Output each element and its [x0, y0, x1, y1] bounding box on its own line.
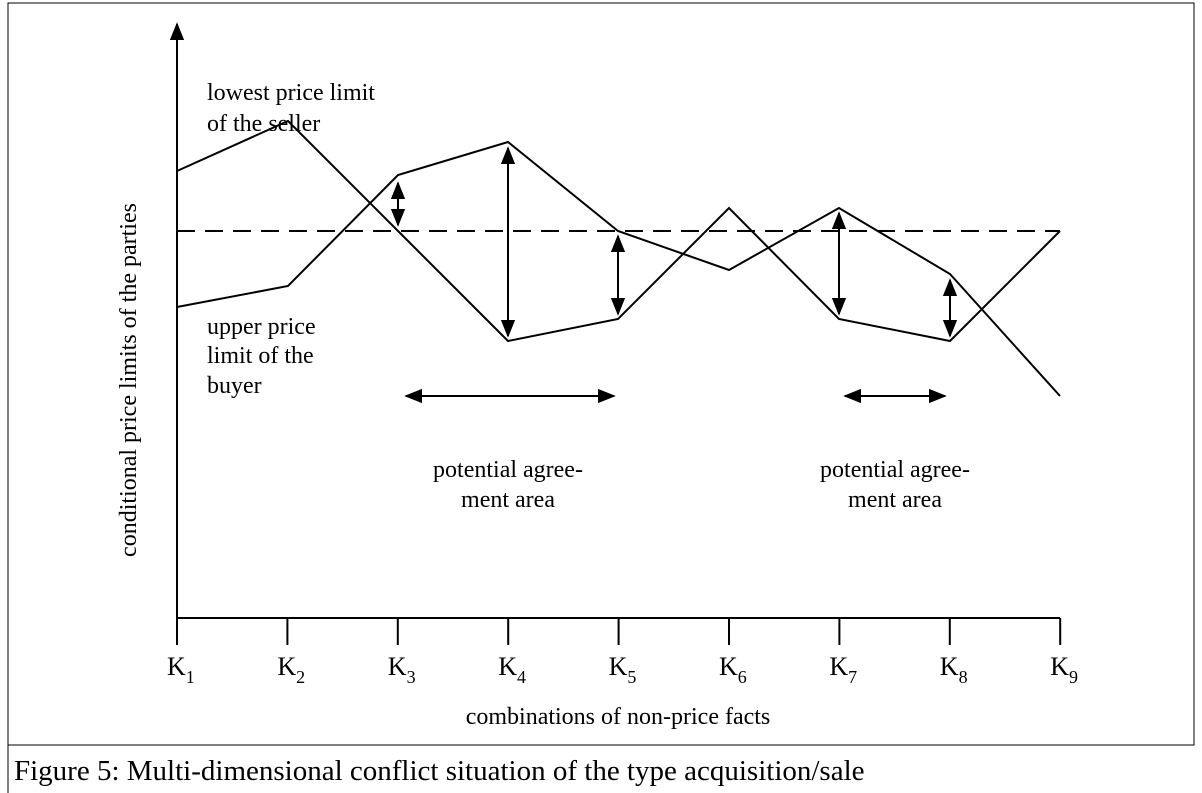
- tick-label: K6: [719, 652, 747, 687]
- tick-base: K: [1050, 652, 1069, 681]
- frame: [7, 2, 1195, 793]
- tick-base: K: [388, 652, 407, 681]
- y-axis-label: conditional price limits of the parties: [116, 203, 142, 557]
- tick-sub: 4: [517, 667, 526, 687]
- tick-label: K9: [1050, 652, 1078, 687]
- tick-label: K7: [829, 652, 857, 687]
- tick-sub: 3: [407, 667, 416, 687]
- tick-sub: 1: [186, 667, 195, 687]
- tick-sub: 9: [1069, 667, 1078, 687]
- x-axis-label: combinations of non-price facts: [466, 704, 771, 730]
- tick-label: K8: [940, 652, 968, 687]
- tick-label: K3: [388, 652, 416, 687]
- buyer-line: [176, 140, 1061, 397]
- tick-sub: 5: [627, 667, 636, 687]
- tick-label: K1: [167, 652, 195, 687]
- tick-base: K: [940, 652, 959, 681]
- tick-base: K: [167, 652, 186, 681]
- vertical-arrows: [390, 146, 958, 338]
- tick-label: K2: [277, 652, 305, 687]
- buyer-label: limit of the: [207, 343, 314, 369]
- area-label: ment area: [461, 487, 555, 513]
- area-label: potential agree-: [820, 457, 970, 483]
- tick-base: K: [277, 652, 296, 681]
- tick-sub: 6: [738, 667, 747, 687]
- tick-sub: 8: [959, 667, 968, 687]
- tick-base: K: [498, 652, 517, 681]
- buyer-label: buyer: [207, 373, 262, 399]
- tick-label: K4: [498, 652, 526, 687]
- caption: Figure 5: Multi-dimensional conflict sit…: [14, 755, 865, 787]
- seller-line: [176, 119, 1061, 343]
- seller-label: of the seller: [207, 111, 320, 137]
- tick-sub: 2: [296, 667, 305, 687]
- tick-sub: 7: [848, 667, 857, 687]
- area-label: potential agree-: [433, 457, 583, 483]
- buyer-label: upper price: [207, 314, 316, 340]
- tick-base: K: [719, 652, 738, 681]
- tick-base: K: [609, 652, 628, 681]
- seller-label: lowest price limit: [207, 80, 375, 106]
- area-label: ment area: [848, 487, 942, 513]
- tick-base: K: [829, 652, 848, 681]
- tick-label: K5: [609, 652, 637, 687]
